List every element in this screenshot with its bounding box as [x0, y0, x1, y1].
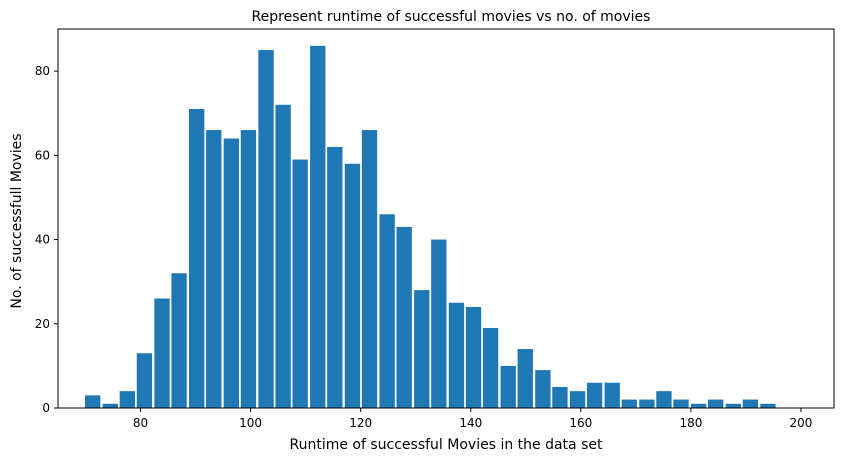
- y-axis-label: No. of successfull Movies: [9, 133, 25, 308]
- bar: [431, 239, 447, 408]
- bar: [569, 391, 586, 408]
- plot-frame: [57, 28, 835, 409]
- x-axis-label: Runtime of successful Movies in the data…: [290, 437, 603, 453]
- bar: [639, 399, 655, 408]
- x-tick-label: 160: [569, 416, 592, 430]
- bar: [310, 45, 326, 408]
- x-tick-label: 140: [459, 416, 482, 430]
- bar: [708, 399, 724, 408]
- bar: [85, 395, 101, 408]
- bar: [102, 403, 118, 408]
- bar: [621, 399, 637, 408]
- bar: [448, 302, 465, 408]
- bar: [189, 109, 205, 408]
- x-tick-label: 100: [239, 416, 262, 430]
- bar: [344, 163, 361, 408]
- bar: [258, 50, 274, 409]
- y-tick-label: 20: [35, 317, 50, 331]
- x-tick-label: 200: [790, 416, 813, 430]
- bar: [154, 298, 170, 408]
- bar: [171, 273, 187, 408]
- bar: [604, 382, 620, 408]
- bar: [223, 138, 240, 408]
- bars-group: [85, 45, 776, 409]
- bar: [292, 159, 308, 408]
- bar: [396, 226, 412, 408]
- x-axis-ticks: 80 100 120 140 160 180 200: [133, 408, 813, 430]
- bar: [690, 403, 707, 408]
- bar: [206, 130, 222, 409]
- bar: [586, 382, 603, 408]
- x-tick-label: 80: [133, 416, 148, 430]
- y-tick-label: 80: [35, 64, 50, 78]
- chart-title: Represent runtime of successful movies v…: [252, 9, 651, 25]
- bar: [275, 104, 291, 409]
- bar: [482, 327, 499, 408]
- bar: [465, 306, 482, 408]
- y-tick-label: 0: [42, 401, 50, 415]
- bar: [517, 349, 533, 408]
- bar: [725, 403, 741, 408]
- x-tick-label: 120: [349, 416, 372, 430]
- bar: [136, 353, 153, 408]
- x-tick-label: 180: [679, 416, 702, 430]
- bar: [760, 403, 776, 408]
- bar: [119, 391, 136, 408]
- bar: [673, 399, 689, 408]
- bar: [656, 391, 672, 408]
- bar: [535, 370, 551, 408]
- bar: [552, 386, 568, 408]
- bar: [361, 130, 378, 409]
- bar: [500, 365, 516, 408]
- bar: [414, 290, 430, 408]
- y-tick-label: 60: [35, 148, 50, 162]
- bar: [742, 399, 759, 408]
- y-tick-label: 40: [35, 233, 50, 247]
- bar: [379, 214, 395, 408]
- y-axis-ticks: 0 20 40 60 80: [35, 64, 58, 415]
- bar: [240, 130, 257, 409]
- bar: [327, 146, 343, 408]
